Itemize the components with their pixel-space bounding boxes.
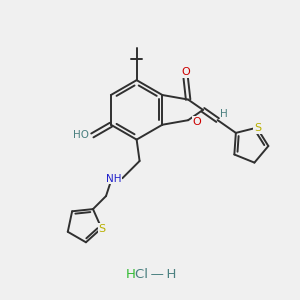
Text: O: O [182, 67, 190, 77]
Text: H: H [126, 268, 136, 281]
Text: H: H [220, 109, 228, 119]
Text: O: O [192, 117, 201, 127]
Text: NH: NH [106, 174, 122, 184]
Text: S: S [98, 224, 106, 234]
Text: S: S [254, 123, 261, 133]
Text: Cl — H: Cl — H [135, 268, 177, 281]
Text: HO: HO [73, 130, 89, 140]
